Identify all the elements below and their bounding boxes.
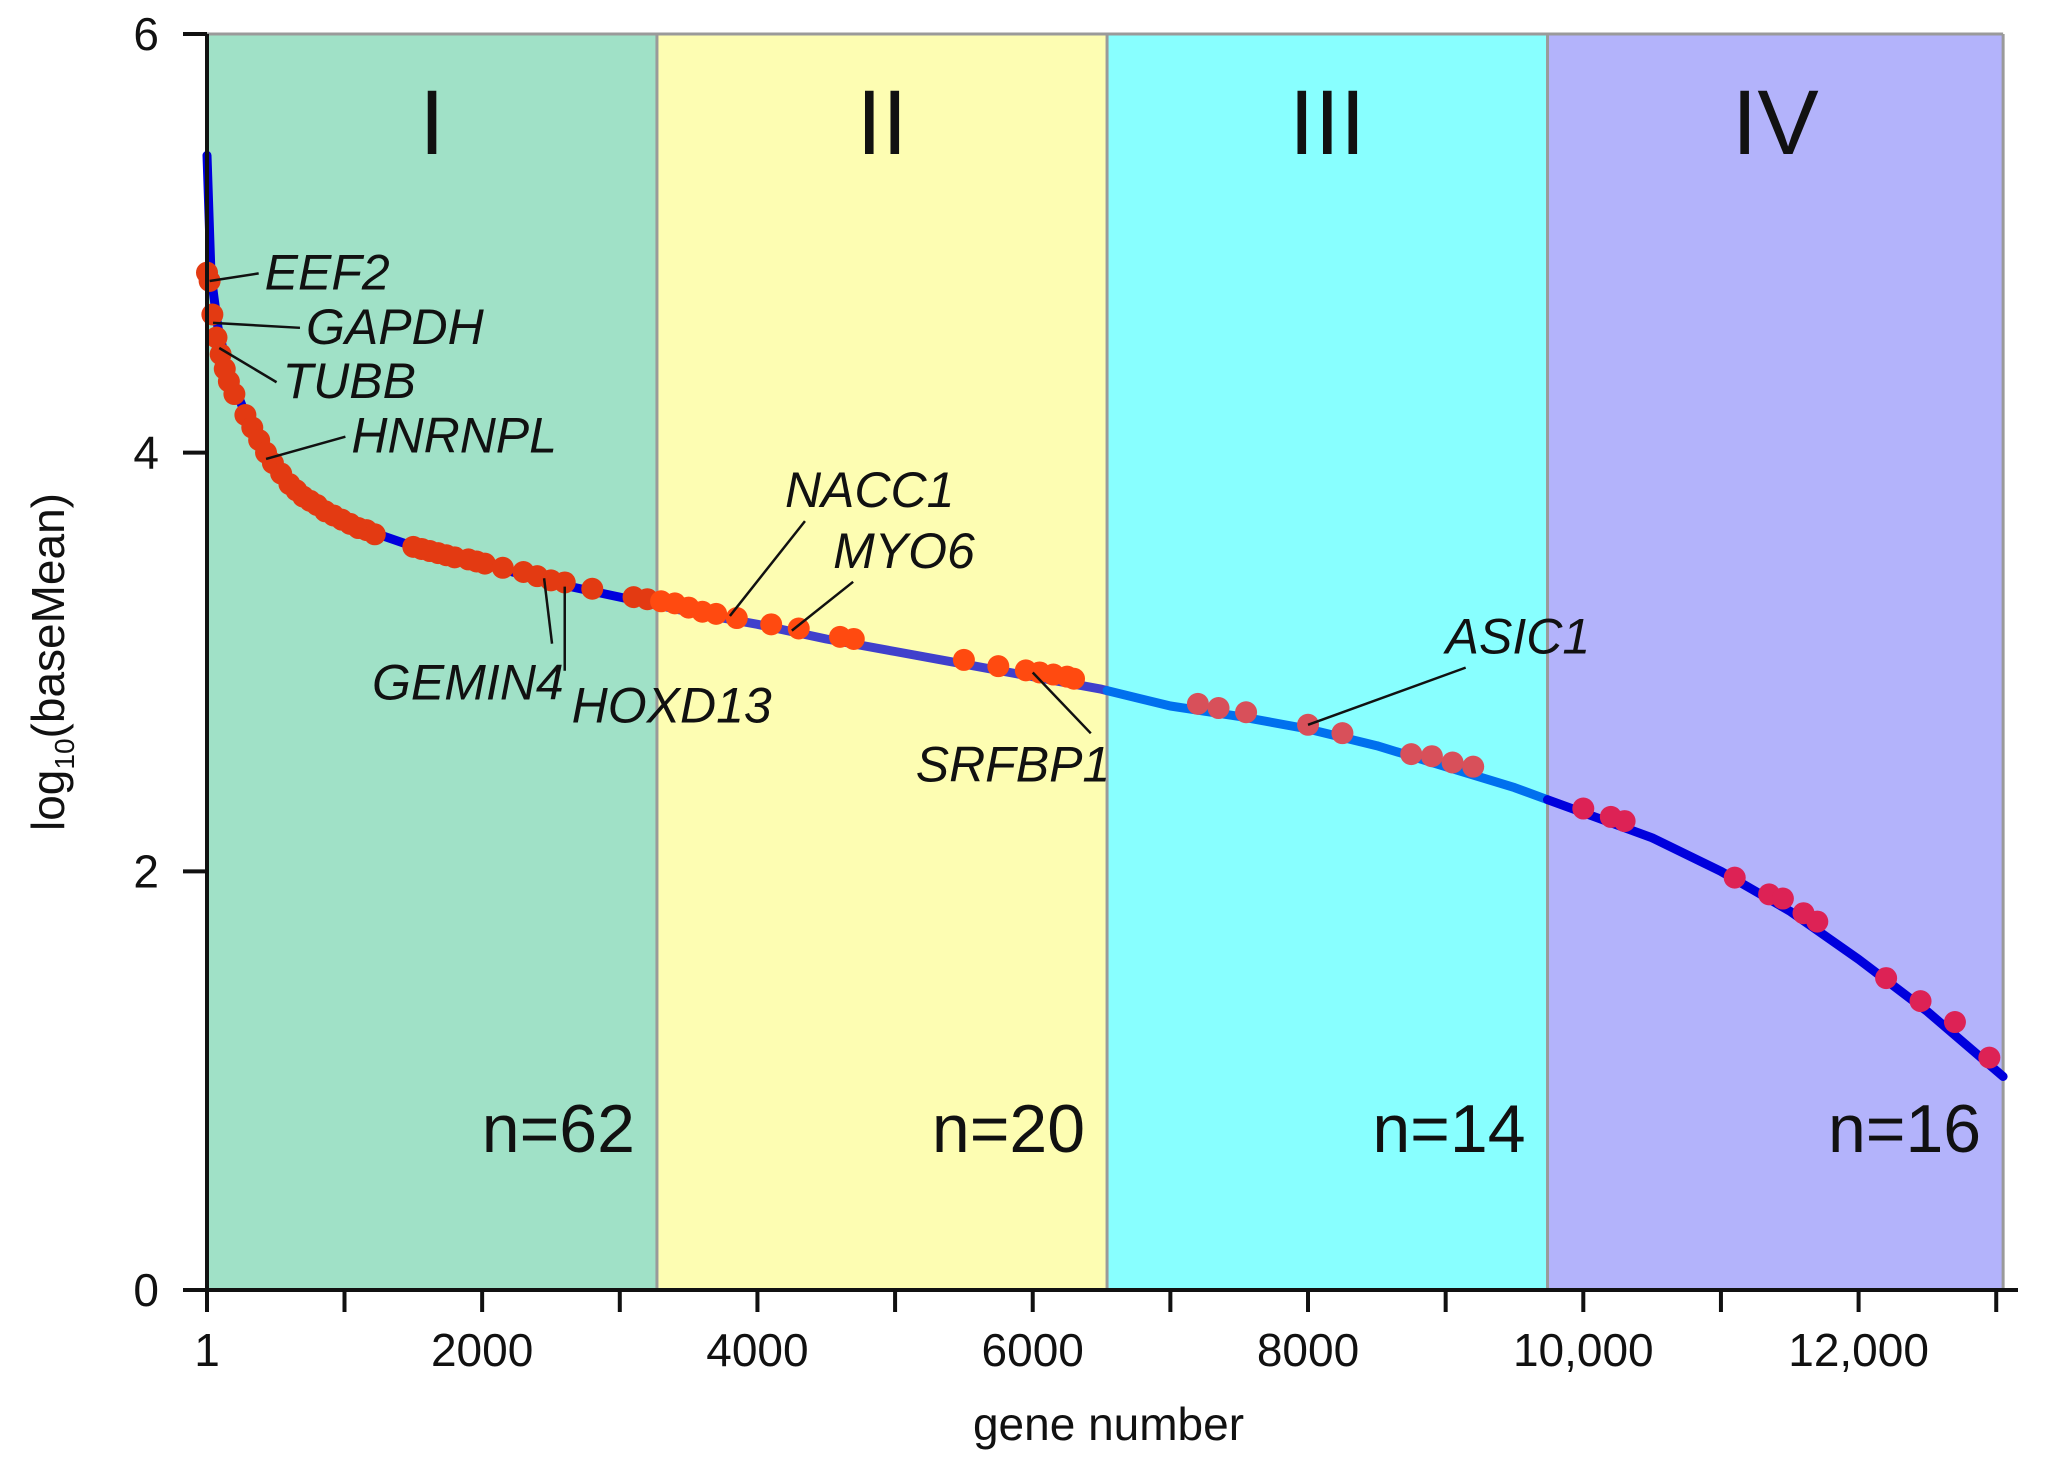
- gene-point-70: [1572, 797, 1595, 820]
- gene-point-63: [1235, 701, 1258, 724]
- region-band-3: [1107, 34, 1548, 1290]
- y-axis-title: log10(baseMean): [22, 493, 80, 831]
- gene-point-73: [1723, 866, 1746, 889]
- gene-point-77: [1806, 910, 1829, 933]
- gene-label-tubb: TUBB: [283, 353, 416, 409]
- gene-point-53: [842, 627, 865, 650]
- gene-point-35: [473, 552, 496, 575]
- gene-point-4: [205, 326, 228, 349]
- highlighted-gene-points: [196, 261, 2001, 1069]
- gene-point-40: [553, 571, 576, 594]
- gene-label-gemin4: GEMIN4: [372, 655, 564, 711]
- region-band-1: [207, 34, 657, 1290]
- y-tick-label-0: 0: [133, 1264, 159, 1316]
- leader-line-2: [212, 321, 301, 330]
- gene-point-69: [1462, 755, 1485, 778]
- gene-point-67: [1420, 745, 1443, 768]
- gene-point-60: [1063, 667, 1086, 690]
- gene-point-50: [760, 613, 783, 636]
- region-label-1: I: [419, 72, 445, 174]
- x-tick-label-8000: 8000: [1257, 1324, 1359, 1376]
- y-tick-label-4: 4: [133, 427, 159, 479]
- gene-label-eef2: EEF2: [265, 244, 390, 300]
- y-tick-label-2: 2: [133, 845, 159, 897]
- gene-point-68: [1441, 751, 1464, 774]
- region-band-4: [1547, 34, 2004, 1290]
- region-count-2: n=20: [932, 1091, 1085, 1167]
- y-tick-label-6: 6: [133, 8, 159, 60]
- region-count-1: n=62: [482, 1091, 635, 1167]
- gene-point-41: [581, 577, 604, 600]
- region-count-3: n=14: [1372, 1091, 1525, 1167]
- leader-line-9: [1031, 671, 1092, 735]
- leader-line-7: [542, 578, 554, 644]
- region-label-2: II: [856, 72, 907, 174]
- gene-point-26: [363, 523, 386, 546]
- gene-point-66: [1400, 743, 1423, 766]
- x-tick-label-4000: 4000: [706, 1324, 808, 1376]
- gene-label-hoxd13: HOXD13: [572, 678, 772, 734]
- leader-line-10: [1307, 666, 1467, 726]
- gene-point-61: [1186, 692, 1209, 715]
- y-axis-title-subscript: 10: [49, 738, 80, 769]
- leader-line-5: [728, 520, 806, 617]
- gene-label-hnrnpl: HNRNPL: [351, 408, 557, 464]
- axes: 0 2 4 6 1 2000 4000 6000 8000 10,000 12,000: [133, 8, 2018, 1376]
- gene-point-65: [1331, 722, 1354, 745]
- gene-point-62: [1207, 697, 1230, 720]
- x-tick-label-12000: 12,000: [1788, 1324, 1929, 1376]
- gene-point-55: [987, 655, 1010, 678]
- gene-label-asic1: ASIC1: [1443, 609, 1591, 665]
- gene-label-myo6: MYO6: [833, 523, 975, 579]
- x-tick-label-6000: 6000: [982, 1324, 1084, 1376]
- leader-line-1: [209, 272, 259, 283]
- x-tick-label-1: 1: [194, 1324, 220, 1376]
- region-count-4: n=16: [1828, 1091, 1981, 1167]
- gene-point-78: [1875, 967, 1898, 990]
- gene-label-gapdh: GAPDH: [306, 299, 485, 355]
- region-bands: In=62 II n=20 III n=14 IV n=16: [207, 32, 2005, 1290]
- y-axis-title-log: log: [22, 770, 74, 831]
- gene-label-srfbp1: SRFBP1: [916, 736, 1111, 792]
- gene-point-72: [1613, 810, 1636, 833]
- gene-label-nacc1: NACC1: [785, 462, 954, 518]
- gene-point-36: [491, 556, 514, 579]
- x-tick-label-2000: 2000: [431, 1324, 533, 1376]
- leader-line-6: [791, 580, 854, 632]
- leader-line-4: [265, 435, 346, 461]
- x-tick-label-10000: 10,000: [1513, 1324, 1654, 1376]
- x-axis-title: gene number: [973, 1398, 1244, 1450]
- gene-point-8: [223, 383, 246, 406]
- gene-point-48: [705, 602, 728, 625]
- leader-line-3: [218, 346, 278, 384]
- region-label-4: IV: [1732, 72, 1819, 174]
- gene-point-79: [1909, 990, 1932, 1013]
- region-label-3: III: [1289, 72, 1366, 174]
- gene-point-51: [787, 617, 810, 640]
- gene-point-49: [725, 607, 748, 630]
- gene-point-80: [1943, 1011, 1966, 1034]
- gene-point-81: [1978, 1046, 2001, 1069]
- gene-point-75: [1771, 887, 1794, 910]
- gene-point-54: [952, 648, 975, 671]
- y-axis-title-basemean: (baseMean): [22, 493, 74, 738]
